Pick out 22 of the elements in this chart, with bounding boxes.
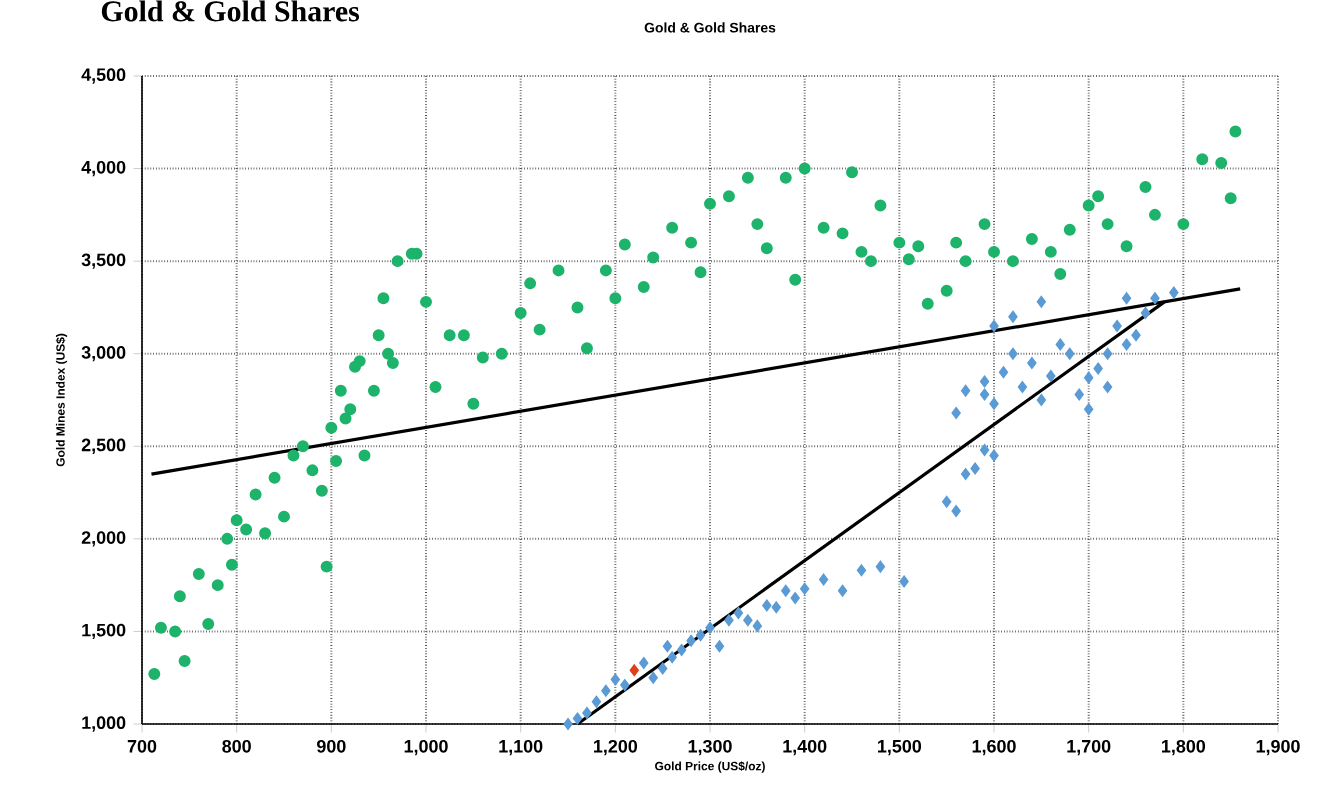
y-tick-label: 3,000 (81, 346, 126, 362)
y-tick-label: 3,500 (81, 253, 126, 269)
x-tick-label: 1,800 (1162, 739, 1206, 756)
y-tick-label: 1,000 (82, 716, 126, 732)
x-tick-label: 700 (127, 739, 157, 753)
x-tick-label: 1,100 (499, 739, 543, 756)
x-tick-label: 800 (222, 739, 251, 753)
y-tick-label: 2,000 (81, 531, 126, 547)
y-tick-label: 4,000 (81, 160, 126, 177)
x-tick-label: 1,200 (594, 739, 638, 756)
x-tick-label: 1,700 (1067, 739, 1111, 756)
x-tick-label: 1,600 (972, 739, 1016, 756)
text: Gold & Gold Shares (101, 0, 360, 22)
x-tick-label: 1,000 (404, 739, 448, 756)
y-tick-label: 4,500 (81, 68, 126, 84)
y-tick-label: 2,500 (81, 438, 126, 454)
x-tick-label: 1,500 (878, 739, 922, 756)
x-tick-label: 1,400 (783, 739, 827, 756)
x-tick-label: 1,300 (688, 739, 732, 756)
x-tick-label: 900 (317, 739, 346, 753)
x-tick-label: 1,900 (1256, 739, 1300, 756)
y-tick-label: 1,500 (82, 623, 126, 640)
